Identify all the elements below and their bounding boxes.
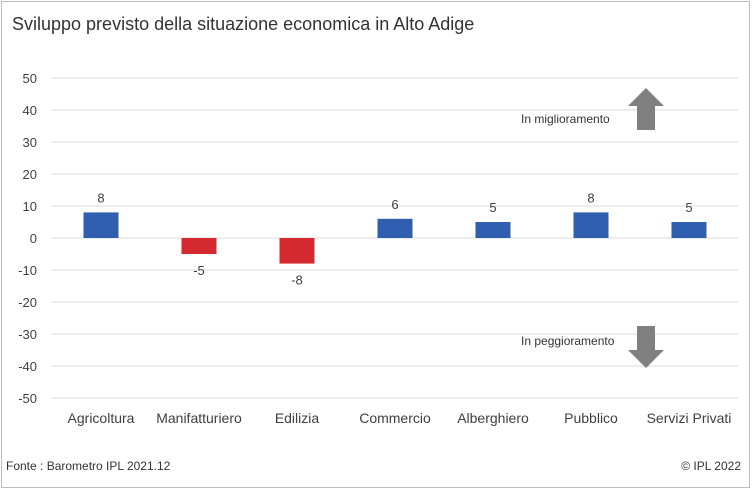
bar-manifatturiero [181, 238, 217, 254]
chart-title: Sviluppo previsto della situazione econo… [12, 14, 475, 34]
y-axis-ticks: 50 40 30 20 10 0 -10 -20 -30 -40 -50 [18, 71, 37, 406]
arrow-up-icon [628, 88, 664, 130]
arrow-down-icon [628, 326, 664, 368]
y-tick-label: -20 [18, 295, 37, 310]
data-label: 5 [685, 200, 692, 215]
y-tick-label: 30 [23, 135, 37, 150]
data-label: -8 [291, 273, 303, 288]
category-label: Alberghiero [457, 410, 529, 426]
y-tick-label: 10 [23, 199, 37, 214]
annotation-up: In miglioramento [521, 112, 610, 126]
bar-commercio [377, 218, 413, 238]
direction-arrows: In miglioramento In peggioramento [521, 88, 664, 368]
data-label: 8 [97, 190, 104, 205]
y-tick-label: 50 [23, 71, 37, 86]
bars [83, 212, 707, 264]
bar-agricoltura [83, 212, 119, 238]
data-label: 5 [489, 200, 496, 215]
category-label: Manifatturiero [156, 410, 242, 426]
category-labels: Agricoltura Manifatturiero Edilizia Commerc… [68, 410, 732, 426]
y-tick-label: -30 [18, 327, 37, 342]
y-tick-label: -40 [18, 359, 37, 374]
category-label: Commercio [359, 410, 431, 426]
bar-servizi-privati [671, 222, 707, 238]
y-tick-label: 0 [30, 231, 37, 246]
bar-alberghiero [475, 222, 511, 238]
source-note: Fonte : Barometro IPL 2021.12 [6, 459, 171, 473]
bar-pubblico [573, 212, 609, 238]
y-tick-label: 20 [23, 167, 37, 182]
category-label: Pubblico [564, 410, 618, 426]
data-label: -5 [193, 263, 205, 278]
category-label: Servizi Privati [647, 410, 732, 426]
category-label: Agricoltura [68, 410, 135, 426]
annotation-down: In peggioramento [521, 334, 615, 348]
gridlines [52, 77, 738, 399]
y-tick-label: 40 [23, 103, 37, 118]
data-label: 8 [587, 190, 594, 205]
y-tick-label: -50 [18, 391, 37, 406]
data-label: 6 [391, 197, 398, 212]
copyright-note: © IPL 2022 [681, 459, 741, 473]
bar-edilizia [279, 238, 315, 264]
y-tick-label: -10 [18, 263, 37, 278]
data-labels: 8 -5 -8 6 5 8 5 [97, 190, 692, 287]
category-label: Edilizia [275, 410, 320, 426]
